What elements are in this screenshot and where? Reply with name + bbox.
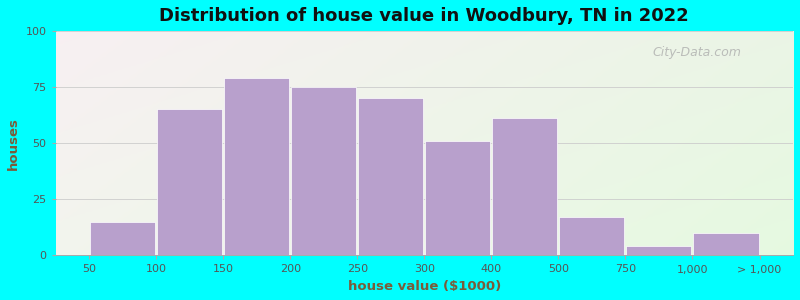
Y-axis label: houses: houses xyxy=(7,117,20,170)
Bar xyxy=(694,233,758,256)
Bar xyxy=(358,98,423,256)
Bar xyxy=(626,247,691,256)
Text: City-Data.com: City-Data.com xyxy=(653,46,742,59)
Bar xyxy=(492,118,558,256)
Bar xyxy=(426,141,490,256)
Bar xyxy=(291,87,356,256)
Bar xyxy=(157,109,222,256)
Bar xyxy=(224,78,289,256)
Bar xyxy=(90,222,155,256)
Bar xyxy=(559,217,625,256)
Title: Distribution of house value in Woodbury, TN in 2022: Distribution of house value in Woodbury,… xyxy=(159,7,689,25)
X-axis label: house value ($1000): house value ($1000) xyxy=(348,280,501,293)
